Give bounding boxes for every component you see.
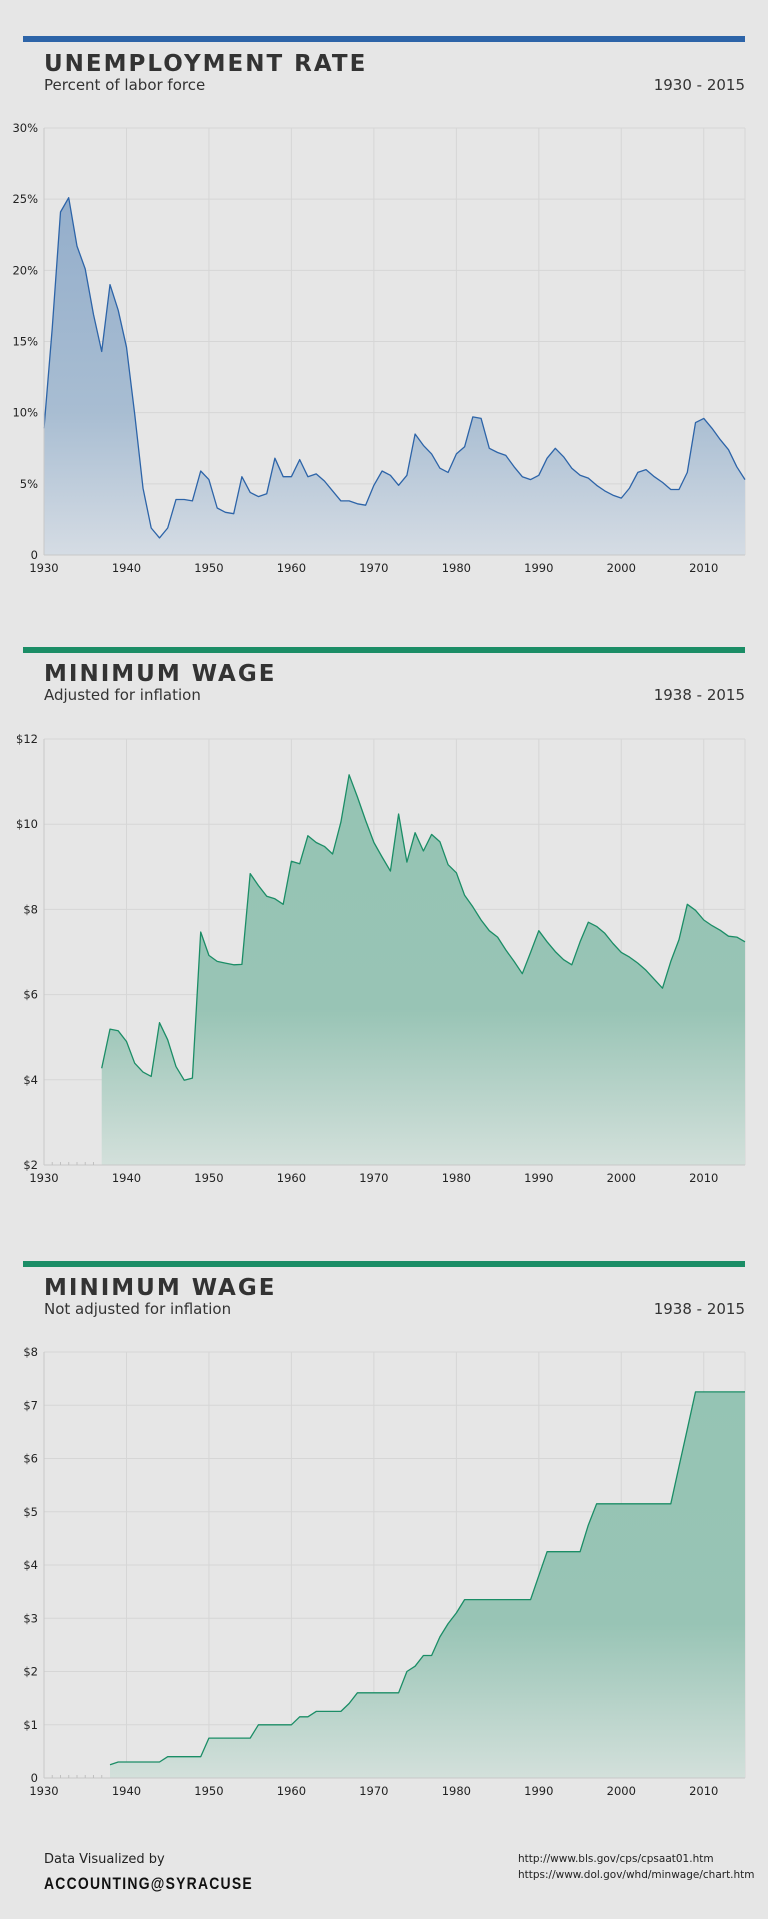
unemployment-accent-bar [23, 36, 745, 42]
unemployment-y-tick-label: 10% [12, 406, 38, 420]
wage-nominal-x-tick-label: 2000 [607, 1784, 636, 1798]
wage-adjusted-x-tick-label: 2000 [607, 1171, 636, 1185]
wage-adjusted-x-tick-label: 1960 [277, 1171, 306, 1185]
wage-adjusted-x-tick-label: 1940 [112, 1171, 141, 1185]
wage-adjusted-area [101, 774, 745, 1165]
wage-nominal-y-tick-label: $1 [23, 1718, 38, 1732]
wage-adjusted-y-tick-label: $6 [23, 988, 38, 1002]
wage-nominal-y-tick-label: $6 [23, 1452, 38, 1466]
wage-adjusted-y-tick-label: $2 [23, 1158, 38, 1172]
unemployment-x-tick-label: 2010 [689, 561, 718, 575]
wage-nominal-y-tick-label: $2 [23, 1665, 38, 1679]
wage-nominal-y-tick-label: $3 [23, 1611, 38, 1625]
unemployment-y-tick-label: 5% [20, 477, 38, 491]
wage-nominal-y-tick-label: $4 [23, 1558, 38, 1572]
wage-nominal-subtitle: Not adjusted for inflation [44, 1300, 232, 1318]
wage-adjusted-subtitle: Adjusted for inflation [44, 686, 201, 704]
unemployment-subtitle: Percent of labor force [44, 76, 206, 94]
unemployment-y-tick-label: 15% [12, 335, 38, 349]
wage-nominal-title: MINIMUM WAGE [44, 1275, 277, 1301]
unemployment-x-tick-label: 2000 [607, 561, 636, 575]
unemployment-x-tick-label: 1960 [277, 561, 306, 575]
accounting-syracuse-logo: ACCOUNTING@SYRACUSE [44, 1874, 253, 1893]
wage-nominal-year-range: 1938 - 2015 [653, 1300, 745, 1318]
wage-adjusted-x-tick-label: 2010 [689, 1171, 718, 1185]
wage-adjusted-year-range: 1938 - 2015 [653, 686, 745, 704]
credit-label: Data Visualized by [44, 1852, 165, 1867]
unemployment-line [43, 197, 746, 539]
unemployment-area [44, 197, 745, 555]
unemployment-y-tick-label: 25% [12, 192, 38, 206]
wage-nominal-y-tick-label: $8 [23, 1345, 38, 1359]
wage-adjusted-accent-bar [23, 647, 745, 653]
wage-adjusted-x-tick-label: 1990 [524, 1171, 553, 1185]
wage-nominal-x-tick-label: 1950 [194, 1784, 223, 1798]
wage-adjusted-x-tick-label: 1950 [194, 1171, 223, 1185]
wage-nominal-x-tick-label: 1940 [112, 1784, 141, 1798]
unemployment-title: UNEMPLOYMENT RATE [44, 51, 368, 77]
wage-adjusted-x-tick-label: 1930 [29, 1171, 58, 1185]
wage-nominal-x-tick-label: 1970 [359, 1784, 388, 1798]
wage-nominal-y-tick-label: $7 [23, 1398, 38, 1412]
wage-nominal-line [109, 1391, 745, 1766]
wage-adjusted-y-tick-label: $12 [16, 732, 38, 746]
unemployment-x-tick-label: 1970 [359, 561, 388, 575]
wage-nominal-x-tick-label: 1980 [442, 1784, 471, 1798]
wage-adjusted-x-tick-label: 1980 [442, 1171, 471, 1185]
wage-nominal-x-tick-label: 1990 [524, 1784, 553, 1798]
unemployment-x-tick-label: 1940 [112, 561, 141, 575]
wage-nominal-x-tick-label: 1960 [277, 1784, 306, 1798]
wage-nominal-y-tick-label: $5 [23, 1505, 38, 1519]
wage-adjusted-title: MINIMUM WAGE [44, 661, 277, 687]
source-link-dol[interactable]: https://www.dol.gov/whd/minwage/chart.ht… [518, 1869, 755, 1881]
wage-adjusted-x-tick-label: 1970 [359, 1171, 388, 1185]
unemployment-x-tick-label: 1950 [194, 561, 223, 575]
wage-adjusted-y-tick-label: $8 [23, 902, 38, 916]
wage-adjusted-y-tick-label: $10 [16, 817, 38, 831]
unemployment-x-tick-label: 1930 [29, 561, 58, 575]
unemployment-y-tick-label: 30% [12, 121, 38, 135]
unemployment-y-tick-label: 0 [31, 548, 38, 562]
unemployment-x-tick-label: 1990 [524, 561, 553, 575]
wage-nominal-x-tick-label: 1930 [29, 1784, 58, 1798]
wage-nominal-area [110, 1391, 745, 1778]
wage-nominal-y-tick-label: 0 [31, 1771, 38, 1785]
wage-adjusted-y-tick-label: $4 [23, 1073, 38, 1087]
unemployment-x-tick-label: 1980 [442, 561, 471, 575]
wage-nominal-x-tick-label: 2010 [689, 1784, 718, 1798]
unemployment-year-range: 1930 - 2015 [653, 76, 745, 94]
wage-adjusted-line [101, 774, 746, 1081]
wage-nominal-accent-bar [23, 1261, 745, 1267]
source-link-bls[interactable]: http://www.bls.gov/cps/cpsaat01.htm [518, 1853, 714, 1865]
unemployment-y-tick-label: 20% [12, 263, 38, 277]
